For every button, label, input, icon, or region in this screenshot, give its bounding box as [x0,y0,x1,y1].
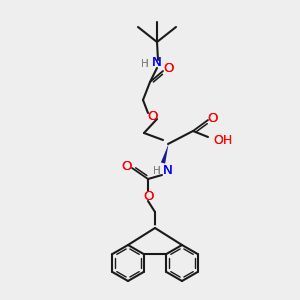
Text: H: H [153,166,161,176]
Text: OH: OH [213,134,232,146]
Text: O: O [163,62,173,76]
Text: N: N [163,164,173,176]
Text: N: N [152,56,162,70]
Text: H: H [141,59,149,69]
Text: OH: OH [213,134,232,146]
Text: O: O [148,110,158,122]
Text: O: O [208,112,218,124]
Text: O: O [143,190,153,202]
Text: N: N [163,164,173,176]
Text: O: O [122,160,132,173]
Text: O: O [208,112,218,124]
Polygon shape [161,144,169,164]
Text: O: O [143,190,153,202]
Text: O: O [163,62,173,76]
Text: H: H [153,166,161,176]
Text: N: N [152,56,162,70]
Text: H: H [141,59,149,69]
Text: O: O [148,110,158,122]
Text: O: O [122,160,132,173]
